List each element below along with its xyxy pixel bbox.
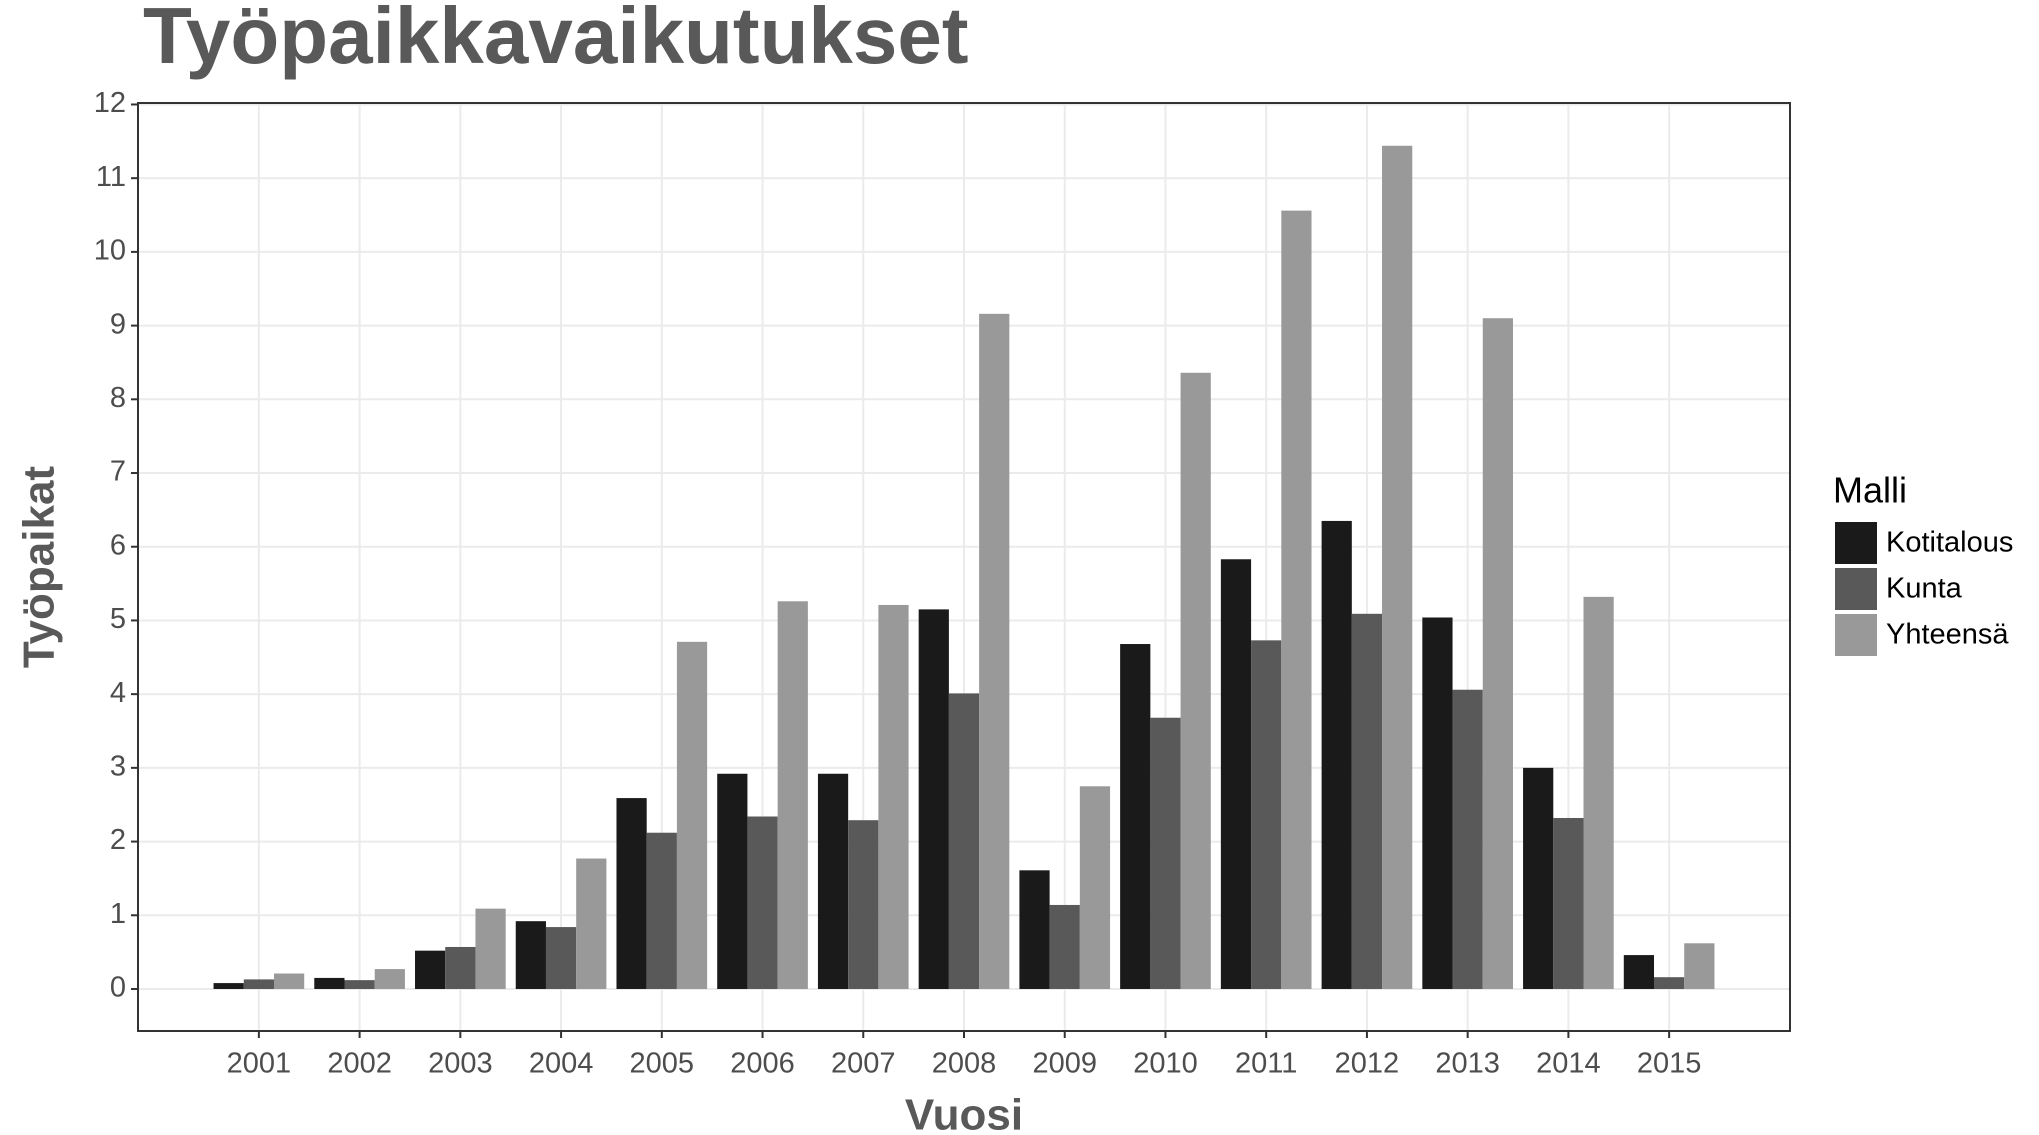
bar [1049, 904, 1080, 989]
bar [445, 946, 476, 989]
bar [314, 977, 345, 989]
bar [243, 979, 274, 989]
bar [515, 921, 546, 989]
x-tick-label: 2010 [1133, 1048, 1198, 1080]
bar [616, 798, 647, 989]
bar [576, 858, 607, 989]
bar [747, 816, 778, 989]
x-tick-label: 2014 [1536, 1048, 1601, 1080]
bar [344, 980, 375, 989]
bar [1120, 644, 1151, 989]
bar [1523, 767, 1554, 989]
bar [475, 908, 506, 989]
legend-label: Kunta [1886, 573, 1963, 605]
bar [273, 973, 305, 989]
x-tick-label: 2002 [327, 1048, 392, 1080]
bar [676, 641, 708, 989]
bar [817, 773, 849, 989]
bar [1654, 977, 1685, 989]
y-tick-label: 9 [110, 308, 126, 340]
bar [545, 927, 577, 989]
bar [1019, 870, 1050, 989]
y-tick-label: 6 [110, 529, 126, 561]
bar [1553, 817, 1584, 989]
x-tick-label: 2003 [428, 1048, 493, 1080]
legend-swatch [1835, 568, 1877, 610]
plot-border [137, 102, 1791, 1032]
y-tick-label: 1 [110, 898, 126, 930]
bar [213, 983, 244, 989]
bar [1180, 372, 1211, 989]
bar [878, 604, 909, 989]
bar [415, 950, 446, 989]
y-tick-label: 7 [110, 456, 126, 488]
bar [1079, 786, 1111, 989]
bar [1220, 559, 1252, 989]
legend-label: Yhteensä [1886, 619, 2009, 651]
x-tick-label: 2007 [831, 1048, 896, 1080]
y-tick-label: 4 [110, 677, 126, 709]
bar [374, 969, 405, 989]
y-tick-label: 3 [110, 751, 126, 783]
bar [1482, 318, 1513, 989]
x-tick-label: 2015 [1637, 1048, 1702, 1080]
bar [918, 609, 949, 989]
chart-title: Työpaikkavaikutukset [143, 0, 969, 80]
x-tick-label: 2004 [529, 1048, 594, 1080]
x-tick-label: 2011 [1235, 1048, 1297, 1080]
bar [979, 313, 1010, 989]
y-tick-label: 8 [110, 382, 126, 414]
legend-title: Malli [1833, 470, 1907, 511]
y-tick-label: 2 [110, 824, 126, 856]
y-axis-title: Työpaikat [15, 466, 64, 668]
bar [848, 820, 879, 989]
bar [1251, 640, 1282, 989]
y-tick-label: 0 [110, 972, 126, 1004]
bar [1281, 210, 1312, 989]
x-tick-label: 2006 [730, 1048, 795, 1080]
bar [1583, 596, 1614, 989]
bar [1684, 943, 1715, 989]
bar [1452, 689, 1483, 989]
bar [1321, 520, 1352, 989]
x-tick-label: 2008 [932, 1048, 997, 1080]
y-tick-label: 10 [94, 235, 126, 267]
bar [948, 693, 980, 989]
bar [1382, 145, 1413, 989]
x-tick-label: 2012 [1335, 1048, 1400, 1080]
bar [777, 601, 808, 989]
bar [1623, 955, 1655, 989]
bar [717, 773, 748, 989]
x-tick-label: 2001 [227, 1048, 292, 1080]
y-tick-label: 12 [94, 87, 126, 119]
x-axis-title: Vuosi [905, 1091, 1023, 1135]
y-tick-label: 5 [110, 603, 126, 635]
x-tick-label: 2005 [630, 1048, 695, 1080]
bar [1150, 717, 1181, 989]
x-tick-label: 2013 [1435, 1048, 1500, 1080]
legend-swatch [1835, 614, 1877, 656]
y-tick-label: 11 [96, 161, 126, 193]
legend-label: Kotitalous [1886, 527, 2013, 559]
legend-swatch [1835, 522, 1877, 564]
bar [646, 832, 677, 989]
x-tick-label: 2009 [1032, 1048, 1097, 1080]
bar [1422, 617, 1453, 989]
bar [1351, 613, 1383, 989]
